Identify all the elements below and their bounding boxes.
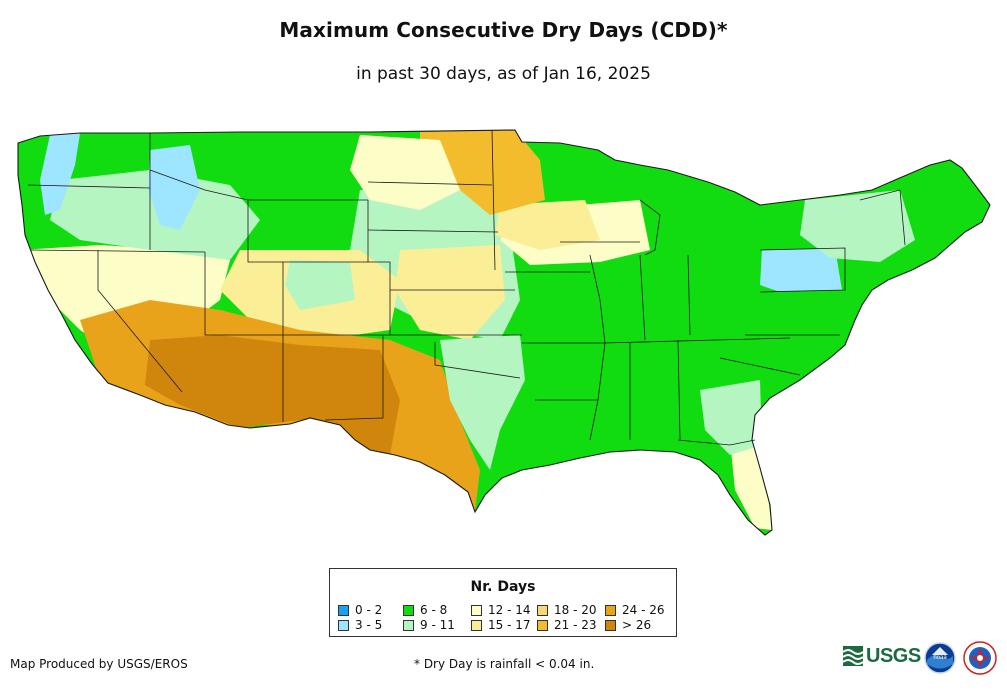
usgs-wave-icon <box>843 646 863 666</box>
legend-title: Nr. Days <box>470 579 536 595</box>
great-lakes-michigan <box>639 199 661 256</box>
legend-swatch <box>403 620 414 631</box>
nws-logo <box>963 641 997 675</box>
legend-swatch <box>403 605 414 616</box>
border-nd-sd <box>367 181 493 186</box>
legend-item-9-11: 9 - 11 <box>403 619 455 632</box>
border-nm-tx <box>324 335 384 421</box>
dry-day-footnote: * Dry Day is rainfall < 0.04 in. <box>414 657 595 671</box>
legend-label: 15 - 17 <box>488 618 531 632</box>
legend-label: 24 - 26 <box>622 603 665 617</box>
border-ga-fl <box>677 439 756 446</box>
border-ky-tn <box>604 337 791 344</box>
region-wisconsin-yellow <box>495 200 600 250</box>
legend-label: 21 - 23 <box>554 618 597 632</box>
border-nevada <box>97 250 183 393</box>
noaa-logo-text: noaa <box>933 655 947 661</box>
legend-item-6-8: 6 - 8 <box>403 604 447 617</box>
region-northeast-light-green <box>800 190 915 262</box>
legend-label: 18 - 20 <box>554 603 597 617</box>
legend-swatch <box>338 605 349 616</box>
legend-swatch <box>605 620 616 631</box>
legend-swatch <box>471 605 482 616</box>
legend-label: 0 - 2 <box>355 603 383 617</box>
border-nc-sc <box>719 357 801 376</box>
legend-item-18-20: 18 - 20 <box>537 604 597 617</box>
region-washington-light-blue <box>40 133 80 215</box>
region-north-dakota-orange <box>420 130 545 215</box>
legend-swatch <box>537 620 548 631</box>
legend-item-21-23: 21 - 23 <box>537 619 597 632</box>
legend-label: 6 - 8 <box>420 603 448 617</box>
legend-item-0-2: 0 - 2 <box>338 604 382 617</box>
region-idaho-light-blue <box>148 145 200 230</box>
legend-item-12-14: 12 - 14 <box>471 604 531 617</box>
border-il-in <box>639 254 646 341</box>
border-sd-ne <box>367 229 499 233</box>
region-southeast-light-green <box>700 380 762 455</box>
legend-swatch <box>471 620 482 631</box>
border-ny-ne <box>859 189 906 246</box>
usgs-logo: USGS <box>843 644 921 668</box>
legend-swatch <box>338 620 349 631</box>
border-or-ca <box>29 249 206 253</box>
legend-label: > 26 <box>622 618 652 632</box>
legend-label: 12 - 14 <box>488 603 531 617</box>
border-id-mt <box>149 169 249 201</box>
legend-label: 9 - 11 <box>420 618 455 632</box>
legend-item-15-17: 15 - 17 <box>471 619 531 632</box>
border-tn-ms-al <box>629 339 681 441</box>
legend-item-24-26: 24 - 26 <box>605 604 665 617</box>
usgs-logo-text: USGS <box>866 644 921 667</box>
legend-swatch <box>537 605 548 616</box>
border-mn-ia <box>491 129 496 271</box>
region-colorado-light-green <box>285 260 355 310</box>
legend-item-3-5: 3 - 5 <box>338 619 382 632</box>
legend-swatch <box>605 605 616 616</box>
border-in-oh <box>687 254 691 336</box>
region-florida-pale-yellow <box>730 440 772 530</box>
border-wa-or <box>27 184 151 189</box>
region-montana-pale <box>350 135 460 210</box>
legend: Nr. Days 0 - 2 3 - 5 6 - 8 9 - 11 12 - 1… <box>329 568 677 637</box>
region-northeast-light-blue <box>760 248 842 292</box>
map-subtitle: in past 30 days, as of Jan 16, 2025 <box>356 64 651 84</box>
map-title: Maximum Consecutive Dry Days (CDD)* <box>279 18 728 42</box>
region-plains-yellow <box>395 245 505 340</box>
border-wy-ut <box>247 200 283 263</box>
region-southwest-dark-orange <box>145 335 400 455</box>
legend-item-gt-26: > 26 <box>605 619 651 632</box>
region-west-light-green <box>50 170 260 260</box>
map-credit: Map Produced by USGS/EROS <box>10 657 188 671</box>
border-pa <box>759 247 846 293</box>
noaa-logo: noaa <box>924 642 956 674</box>
border-utah <box>204 252 283 336</box>
border-tx-ok <box>434 342 521 379</box>
legend-label: 3 - 5 <box>355 618 383 632</box>
state-borders <box>17 129 991 536</box>
us-outline <box>17 129 991 536</box>
